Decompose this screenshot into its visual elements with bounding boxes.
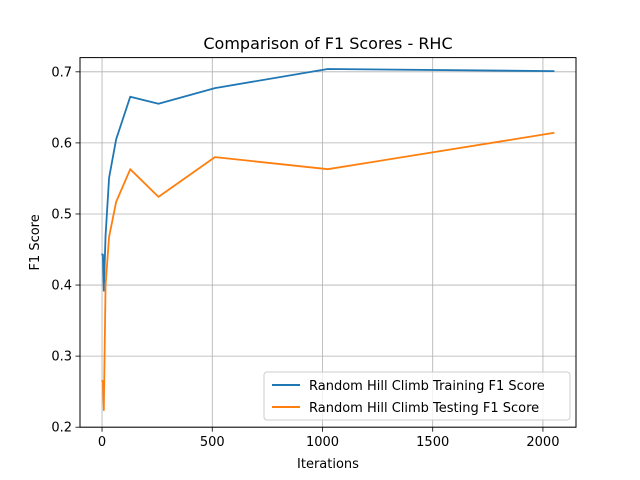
plot-area-frame [79,57,577,428]
series-lines [101,68,555,412]
x-tick-label: 1500 [416,435,449,450]
x-axis-label: Iterations [297,457,359,472]
series-line-training [101,68,555,292]
legend-label-testing: Random Hill Climb Testing F1 Score [309,401,539,416]
legend-box [263,371,571,421]
x-tick-label: 2000 [526,435,559,450]
legend-label-training: Random Hill Climb Training F1 Score [309,379,545,394]
x-tick-label: 500 [200,435,225,450]
x-tick-label: 0 [98,435,106,450]
series-line-testing [101,131,555,412]
axis-ticks: 0 500 1000 1500 2000 0.2 0.3 0.4 0.5 0.6 0.7 [51,65,559,450]
chart-title: Comparison of F1 Scores - RHC [203,34,452,53]
y-tick-label: 0.4 [51,279,72,294]
y-tick-label: 0.5 [51,207,72,222]
y-tick-label: 0.6 [51,136,72,151]
y-tick-label: 0.3 [51,350,72,365]
legend: Random Hill Climb Training F1 Score Rand… [263,371,571,421]
y-tick-label: 0.7 [51,65,72,80]
y-axis-label: F1 Score [28,214,43,270]
x-tick-label: 1000 [306,435,339,450]
y-tick-label: 0.2 [51,421,72,436]
